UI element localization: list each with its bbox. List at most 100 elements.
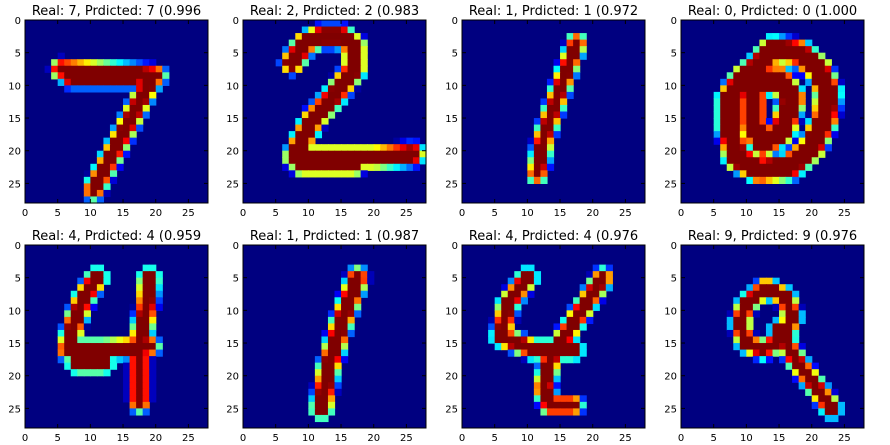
pixel — [393, 150, 401, 158]
pixel — [765, 349, 774, 357]
pixel — [560, 39, 568, 47]
pixel — [514, 343, 522, 351]
pixel — [64, 336, 72, 344]
pixel — [70, 336, 78, 344]
pixel — [109, 176, 118, 184]
pixel — [553, 356, 561, 364]
pixel — [798, 170, 806, 178]
pixel — [96, 277, 105, 285]
pixel — [162, 72, 170, 80]
pixel — [354, 163, 362, 171]
pixel — [805, 137, 813, 145]
pixel — [51, 72, 59, 80]
pixel — [96, 369, 105, 377]
x-tick-label: 15 — [335, 433, 348, 444]
pixel — [739, 59, 747, 67]
pixel — [341, 277, 349, 285]
pixel — [765, 356, 774, 364]
pixel — [142, 111, 150, 119]
pixel — [752, 336, 761, 344]
pixel — [116, 78, 124, 86]
pixel — [831, 408, 839, 416]
pixel — [818, 85, 826, 93]
pixel — [129, 91, 137, 100]
pixel — [785, 46, 793, 54]
pixel — [96, 183, 105, 191]
pixel — [824, 401, 832, 409]
pixel — [507, 316, 515, 325]
pixel — [573, 65, 581, 73]
pixel — [77, 323, 85, 331]
pixel — [540, 176, 548, 184]
pixel — [109, 144, 118, 152]
pixel — [142, 65, 150, 73]
pixel — [162, 78, 170, 86]
pixel — [540, 104, 548, 113]
pixel — [123, 343, 131, 351]
pixel — [386, 157, 394, 165]
pixel — [573, 349, 581, 357]
pixel — [354, 59, 362, 67]
pixel — [811, 59, 819, 67]
pixel — [818, 72, 826, 80]
pixel — [540, 343, 548, 351]
pixel — [779, 59, 787, 67]
pixel — [341, 20, 349, 28]
pixel — [129, 111, 137, 119]
pixel — [83, 284, 91, 292]
pixel — [77, 297, 85, 305]
pixel — [149, 349, 157, 357]
pixel — [546, 137, 555, 145]
pixel — [347, 284, 355, 292]
pixel — [77, 85, 85, 93]
pixel — [811, 124, 819, 132]
pixel — [129, 356, 137, 364]
pixel — [64, 78, 72, 86]
y-tick-label: 15 — [8, 339, 21, 350]
pixel — [533, 124, 542, 132]
pixel — [90, 343, 98, 351]
pixel — [811, 111, 819, 119]
pixel — [824, 65, 832, 73]
pixel — [155, 336, 163, 344]
pixel — [579, 401, 587, 409]
y-tick-label: 15 — [226, 114, 239, 125]
pixel — [129, 382, 137, 390]
pixel — [837, 104, 845, 113]
pixel — [818, 382, 826, 390]
pixel — [818, 104, 826, 113]
pixel — [713, 118, 721, 126]
pixel — [746, 349, 754, 357]
pixel — [354, 157, 362, 165]
pixel — [96, 343, 105, 351]
pixel — [779, 297, 787, 305]
pixel — [726, 310, 734, 318]
pixel — [314, 369, 323, 377]
pixel — [527, 277, 535, 285]
pixel — [746, 329, 754, 338]
pixel — [765, 46, 774, 54]
pixel — [354, 303, 362, 311]
pixel — [64, 343, 72, 351]
x-tick-label: 15 — [773, 208, 786, 219]
pixel — [386, 144, 394, 152]
pixel — [341, 26, 349, 34]
pixel — [149, 323, 157, 331]
pixel — [746, 297, 754, 305]
pixel — [599, 290, 607, 298]
pixel — [798, 382, 806, 390]
pixel — [605, 264, 613, 272]
pixel — [540, 98, 548, 106]
pixel — [334, 336, 342, 344]
pixel — [726, 72, 734, 80]
pixel — [759, 91, 767, 100]
pixel — [811, 157, 819, 165]
pixel — [393, 137, 401, 145]
pixel — [733, 157, 741, 165]
pixel — [824, 78, 832, 86]
pixel — [831, 388, 839, 396]
pixel — [720, 78, 728, 86]
pixel — [798, 157, 806, 165]
pixel — [560, 329, 568, 338]
pixel — [573, 39, 581, 47]
